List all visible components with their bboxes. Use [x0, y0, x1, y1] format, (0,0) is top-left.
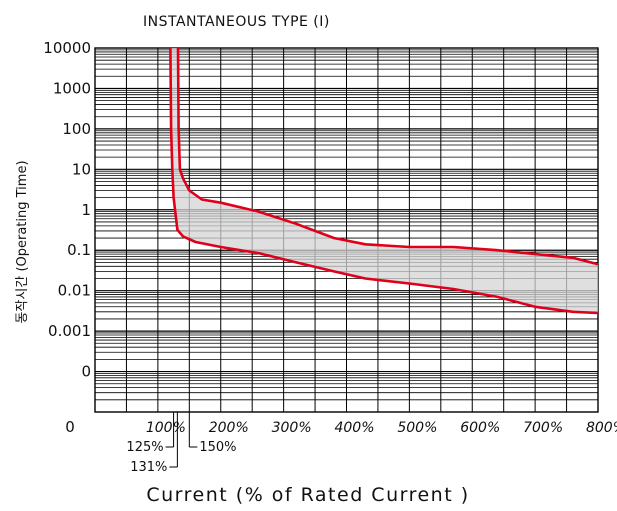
x-tick-label: 300%	[272, 420, 312, 436]
y-tick-labels: 10000 1000 100 10 1 0.1 0.01 0.001 0	[43, 39, 91, 381]
current-markers: 125% 131% 150%	[126, 412, 236, 475]
chart-title: INSTANTANEOUS TYPE (I)	[143, 14, 330, 30]
x-tick-label: 800%	[586, 420, 617, 436]
x-axis-label: Current (% of Rated Current )	[146, 484, 469, 506]
tolerance-band-fill	[170, 48, 598, 313]
y-tick-label: 1000	[53, 79, 91, 97]
y-tick-label: 0.001	[48, 322, 91, 340]
x-tick-label: 400%	[334, 420, 374, 436]
y-tick-label: 0	[81, 363, 91, 381]
y-axis-label: 동작시간 (Operating Time)	[15, 160, 30, 323]
x-tick-label: 700%	[523, 420, 563, 436]
x-tick-label: 200%	[209, 420, 249, 436]
lower-limit-curve	[169, 47, 599, 315]
marker-label: 150%	[199, 440, 236, 455]
y-tick-label: 10	[72, 160, 91, 178]
upper-limit-curve	[176, 47, 599, 266]
marker-label: 131%	[130, 460, 167, 475]
y-tick-label: 0.1	[67, 241, 91, 259]
y-tick-label: 0.01	[58, 282, 91, 300]
y-tick-label: 1	[81, 201, 91, 219]
y-tick-label: 100	[62, 120, 91, 138]
x-tick-label: 500%	[397, 420, 437, 436]
x-tick-label: 600%	[460, 420, 500, 436]
y-tick-label: 10000	[43, 39, 91, 57]
x-tick-label: 100%	[146, 420, 186, 436]
curve-lines	[169, 47, 599, 315]
marker-label: 125%	[126, 440, 163, 455]
x-origin-label: 0	[65, 418, 75, 436]
tolerance-band	[170, 48, 598, 313]
x-tick-labels: 100% 200% 300% 400% 500% 600% 700% 800% 0	[65, 418, 617, 436]
